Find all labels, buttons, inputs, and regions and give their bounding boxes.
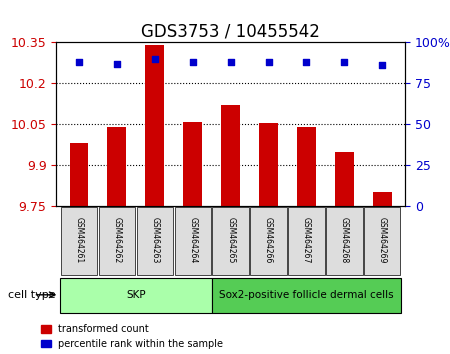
Bar (297, 127, 316, 206)
Point (227, 59, 234, 65)
Legend: transformed count, percentile rank within the sample: transformed count, percentile rank withi… (41, 324, 223, 349)
Point (76, 59, 83, 65)
Text: GSM464266: GSM464266 (264, 217, 273, 263)
Point (341, 59, 348, 65)
FancyBboxPatch shape (60, 278, 211, 313)
Bar (221, 105, 240, 206)
FancyBboxPatch shape (175, 207, 211, 275)
Point (151, 56, 158, 62)
Bar (145, 45, 164, 206)
FancyBboxPatch shape (288, 207, 324, 275)
Bar (259, 123, 278, 206)
FancyBboxPatch shape (99, 207, 135, 275)
FancyBboxPatch shape (250, 207, 287, 275)
Bar (69, 143, 89, 206)
FancyBboxPatch shape (137, 207, 173, 275)
Text: GSM464263: GSM464263 (150, 217, 159, 263)
Bar (335, 152, 354, 206)
Point (265, 59, 272, 65)
Text: GSM464269: GSM464269 (378, 217, 387, 263)
Bar (373, 193, 392, 206)
FancyBboxPatch shape (212, 278, 401, 313)
Bar (108, 127, 126, 206)
FancyBboxPatch shape (364, 207, 400, 275)
Point (378, 63, 386, 68)
Point (303, 59, 310, 65)
Text: GSM464267: GSM464267 (302, 217, 311, 263)
Text: cell type: cell type (8, 290, 59, 300)
Point (113, 61, 121, 67)
FancyBboxPatch shape (61, 207, 97, 275)
Title: GDS3753 / 10455542: GDS3753 / 10455542 (141, 23, 320, 41)
Text: GSM464268: GSM464268 (340, 217, 349, 263)
Text: GSM464262: GSM464262 (112, 217, 122, 263)
Bar (183, 121, 202, 206)
Text: GSM464261: GSM464261 (75, 217, 84, 263)
FancyBboxPatch shape (326, 207, 363, 275)
Text: Sox2-positive follicle dermal cells: Sox2-positive follicle dermal cells (219, 290, 394, 300)
Point (189, 59, 196, 65)
Text: GSM464265: GSM464265 (226, 217, 235, 263)
Text: SKP: SKP (126, 290, 146, 300)
FancyBboxPatch shape (212, 207, 249, 275)
Text: GSM464264: GSM464264 (188, 217, 197, 263)
